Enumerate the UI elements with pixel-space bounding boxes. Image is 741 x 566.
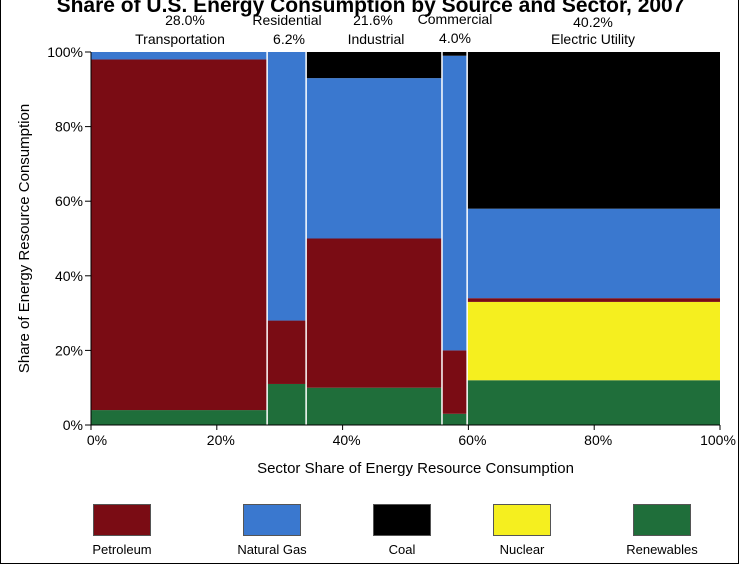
legend-swatch bbox=[243, 504, 301, 536]
segment-residential-renewables bbox=[267, 383, 307, 425]
x-tick-label: 0% bbox=[87, 432, 107, 448]
segment-industrial-petroleum bbox=[306, 238, 442, 388]
sector-share-label: 21.6% bbox=[353, 12, 393, 28]
segment-electric-utility-coal bbox=[467, 52, 720, 209]
legend-label: Natural Gas bbox=[237, 542, 307, 557]
sector-name-label: Industrial bbox=[348, 31, 405, 47]
sector-name-label: Residential bbox=[252, 12, 321, 28]
segment-electric-utility-nuclear bbox=[467, 301, 720, 381]
legend-item-coal: Coal bbox=[337, 504, 467, 557]
sector-name-label: Electric Utility bbox=[551, 31, 635, 47]
segment-industrial-coal bbox=[306, 52, 442, 79]
segment-residential-natural-gas bbox=[267, 52, 307, 321]
chart-title: Share of U.S. Energy Consumption by Sour… bbox=[56, 0, 685, 17]
legend-label: Coal bbox=[388, 542, 416, 557]
legend-label: Nuclear bbox=[499, 542, 545, 557]
segment-transportation-petroleum bbox=[91, 59, 268, 411]
segment-industrial-renewables bbox=[306, 387, 442, 425]
sector-name-label: Transportation bbox=[135, 31, 225, 47]
y-tick-label: 20% bbox=[55, 342, 83, 358]
x-tick-label: 40% bbox=[333, 432, 361, 448]
legend-item-nuclear: Nuclear bbox=[457, 504, 587, 557]
y-tick-label: 60% bbox=[55, 193, 83, 209]
y-tick-label: 100% bbox=[47, 44, 83, 60]
x-axis-label: Sector Share of Energy Resource Consumpt… bbox=[257, 460, 574, 477]
sector-share-label: 28.0% bbox=[165, 12, 205, 28]
sector-share-label: 6.2% bbox=[273, 31, 305, 47]
segment-commercial-renewables bbox=[441, 413, 468, 425]
x-tick-label: 20% bbox=[207, 432, 235, 448]
segment-commercial-petroleum bbox=[441, 350, 468, 414]
sector-name-label: Commercial bbox=[418, 11, 493, 27]
legend-item-natural-gas: Natural Gas bbox=[207, 504, 337, 557]
mosaic-chart: 0% 20% 40% 60% 80% 100% 0% 20% 40% 60% 80% 100% Sect… bbox=[16, 11, 736, 477]
segment-electric-utility-natural-gas bbox=[467, 208, 720, 299]
y-axis-label: Share of Energy Resource Consumption bbox=[16, 104, 33, 373]
segment-residential-petroleum bbox=[267, 320, 307, 384]
segment-transportation-renewables bbox=[91, 410, 268, 425]
legend-item-renewables: Renewables bbox=[597, 504, 727, 557]
legend-swatch bbox=[93, 504, 151, 536]
y-tick-label: 40% bbox=[55, 268, 83, 284]
legend-label: Renewables bbox=[626, 542, 698, 557]
y-tick-label: 0% bbox=[63, 417, 83, 433]
legend-label: Petroleum bbox=[92, 542, 152, 557]
sector-share-label: 40.2% bbox=[573, 14, 613, 30]
legend-swatch bbox=[493, 504, 551, 536]
legend-swatch bbox=[633, 504, 691, 536]
sector-share-label: 4.0% bbox=[439, 30, 471, 46]
legend-swatch bbox=[373, 504, 431, 536]
x-tick-label: 100% bbox=[700, 432, 736, 448]
y-tick-label: 80% bbox=[55, 119, 83, 135]
segment-commercial-natural-gas bbox=[441, 55, 468, 351]
segment-commercial-coal bbox=[441, 52, 468, 56]
legend-item-petroleum: Petroleum bbox=[57, 504, 187, 557]
segment-transportation-natural-gas bbox=[91, 52, 268, 60]
x-tick-label: 60% bbox=[458, 432, 486, 448]
chart-legend: Petroleum Natural Gas Coal Nuclear Renewable… bbox=[90, 504, 740, 562]
x-tick-label: 80% bbox=[584, 432, 612, 448]
segment-electric-utility-renewables bbox=[467, 380, 720, 425]
segment-electric-utility-petroleum bbox=[467, 298, 720, 302]
segment-industrial-natural-gas bbox=[306, 78, 442, 239]
